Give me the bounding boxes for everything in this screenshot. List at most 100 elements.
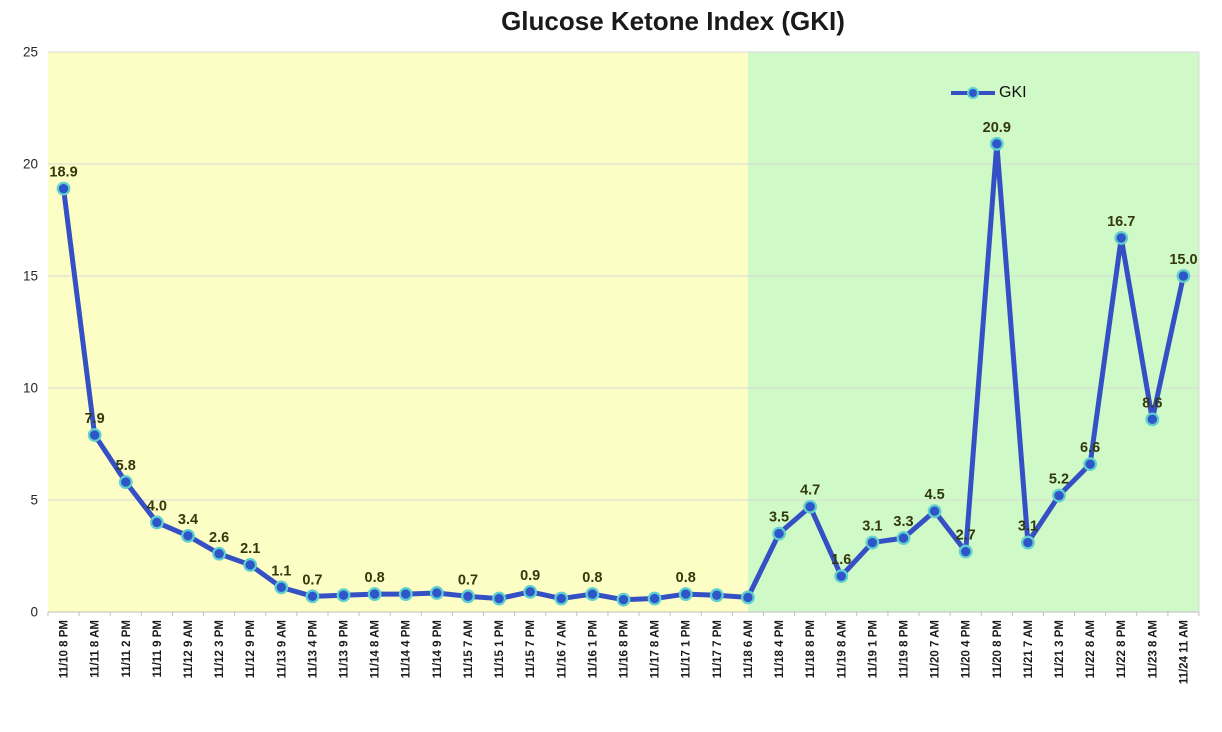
data-point-marker: [367, 587, 382, 601]
x-axis-label: 11/15 7 PM: [525, 620, 537, 678]
data-point-marker: [56, 181, 71, 196]
data-point-label: 3.5: [769, 510, 789, 526]
data-point-marker: [243, 558, 258, 572]
data-point-marker: [1145, 412, 1160, 427]
y-axis-tick-label: 10: [23, 381, 38, 396]
x-axis-label: 11/19 8 PM: [898, 620, 910, 678]
x-axis-label: 11/18 6 AM: [743, 620, 755, 678]
data-point-marker: [741, 590, 755, 605]
background-zone-yellow: [48, 52, 748, 612]
data-point-label: 5.2: [1049, 472, 1069, 488]
data-point-label: 0.8: [582, 570, 602, 586]
data-point-marker: [181, 528, 195, 543]
data-point-marker: [709, 588, 724, 603]
x-axis-label: 11/13 9 AM: [276, 620, 288, 678]
y-axis-tick-label: 25: [23, 45, 38, 60]
data-point-marker: [523, 584, 538, 599]
data-point-label: 0.9: [520, 568, 540, 584]
data-point-marker: [678, 587, 693, 601]
data-point-label: 0.8: [365, 570, 385, 586]
y-axis-tick-label: 5: [30, 493, 38, 508]
x-axis-label: 11/20 4 PM: [961, 620, 973, 678]
x-axis-label: 11/15 7 AM: [463, 620, 475, 678]
data-point-marker: [647, 591, 662, 606]
data-point-marker: [336, 588, 351, 603]
data-point-marker: [616, 592, 631, 607]
x-axis-label: 11/14 4 PM: [401, 620, 413, 678]
x-axis-label: 11/14 8 AM: [370, 620, 382, 678]
x-axis-label: 11/11 2 PM: [121, 620, 133, 678]
data-point-label: 3.1: [862, 519, 882, 535]
data-point-label: 4.0: [147, 498, 167, 514]
data-point-marker: [1176, 269, 1191, 283]
background-zone-green: [747, 52, 1199, 612]
data-point-marker: [149, 515, 164, 530]
data-point-marker: [492, 591, 506, 606]
data-point-marker: [834, 569, 849, 584]
x-axis-label: 11/19 8 AM: [836, 620, 848, 678]
x-axis-label: 11/19 1 PM: [867, 620, 879, 678]
x-axis-label: 11/15 1 PM: [494, 620, 506, 678]
data-point-marker: [865, 535, 880, 550]
data-point-marker: [305, 589, 320, 604]
x-axis-label: 11/17 7 PM: [712, 620, 724, 678]
data-point-label: 0.7: [302, 572, 322, 588]
x-axis-label: 11/21 7 AM: [1023, 620, 1035, 678]
data-point-marker: [398, 587, 413, 601]
data-point-label: 2.7: [956, 528, 976, 544]
data-point-marker: [803, 499, 818, 514]
data-point-label: 16.7: [1107, 214, 1135, 230]
legend[interactable]: GKI: [950, 84, 1027, 102]
x-axis-label: 11/10 8 PM: [59, 620, 71, 678]
x-axis-label: 11/16 7 AM: [556, 620, 568, 678]
data-point-label: 3.1: [1018, 519, 1038, 535]
y-axis-tick-label: 0: [30, 605, 38, 620]
x-axis-label: 11/17 1 PM: [681, 620, 693, 678]
data-point-label: 2.6: [209, 530, 229, 546]
data-point-label: 3.3: [893, 514, 913, 530]
data-point-marker: [1021, 535, 1035, 550]
x-axis-label: 11/22 8 PM: [1116, 620, 1128, 678]
y-axis-tick-label: 15: [23, 269, 38, 284]
data-point-label: 2.1: [240, 541, 260, 557]
data-point-label: 18.9: [49, 165, 77, 181]
x-axis-label: 11/21 3 PM: [1054, 620, 1066, 678]
data-point-marker: [212, 546, 226, 561]
data-point-marker: [461, 589, 475, 604]
data-point-label: 3.4: [178, 512, 198, 528]
data-point-marker: [554, 591, 569, 606]
x-axis-label: 11/23 8 AM: [1147, 620, 1159, 678]
data-point-label: 20.9: [983, 120, 1011, 136]
x-axis-label: 11/11 9 PM: [152, 620, 164, 678]
data-point-label: 4.5: [924, 487, 944, 503]
data-point-label: 1.1: [271, 563, 291, 579]
data-point-marker: [958, 544, 973, 559]
x-axis-label: 11/16 8 PM: [619, 620, 631, 678]
x-axis-label: 11/13 9 PM: [339, 620, 351, 678]
data-point-label: 7.9: [85, 411, 105, 427]
x-axis-label: 11/20 7 AM: [930, 620, 942, 678]
data-point-label: 4.7: [800, 483, 820, 499]
data-point-marker: [118, 475, 133, 489]
data-point-label: 8.6: [1142, 395, 1162, 411]
legend-label: GKI: [999, 84, 1027, 101]
x-axis-label: 11/17 8 AM: [650, 620, 662, 678]
x-axis-label: 11/20 8 PM: [992, 620, 1004, 678]
data-point-marker: [1083, 457, 1098, 472]
data-point-marker: [1052, 488, 1066, 503]
x-axis-label: 11/18 8 PM: [805, 620, 817, 678]
x-axis-label: 11/14 9 PM: [432, 620, 444, 678]
data-point-marker: [1114, 231, 1129, 245]
x-axis-label: 11/12 9 PM: [245, 620, 257, 678]
data-point-label: 0.7: [458, 572, 478, 588]
y-axis-tick-label: 20: [23, 157, 38, 172]
x-axis-label: 11/12 9 AM: [183, 620, 195, 678]
x-axis-label: 11/13 4 PM: [307, 620, 319, 678]
legend-line-marker-icon: [951, 87, 995, 99]
x-axis-label: 11/16 1 PM: [587, 620, 599, 678]
x-axis-label: 11/12 3 PM: [214, 620, 226, 678]
data-point-label: 6.6: [1080, 440, 1100, 456]
data-point-marker: [772, 526, 786, 541]
